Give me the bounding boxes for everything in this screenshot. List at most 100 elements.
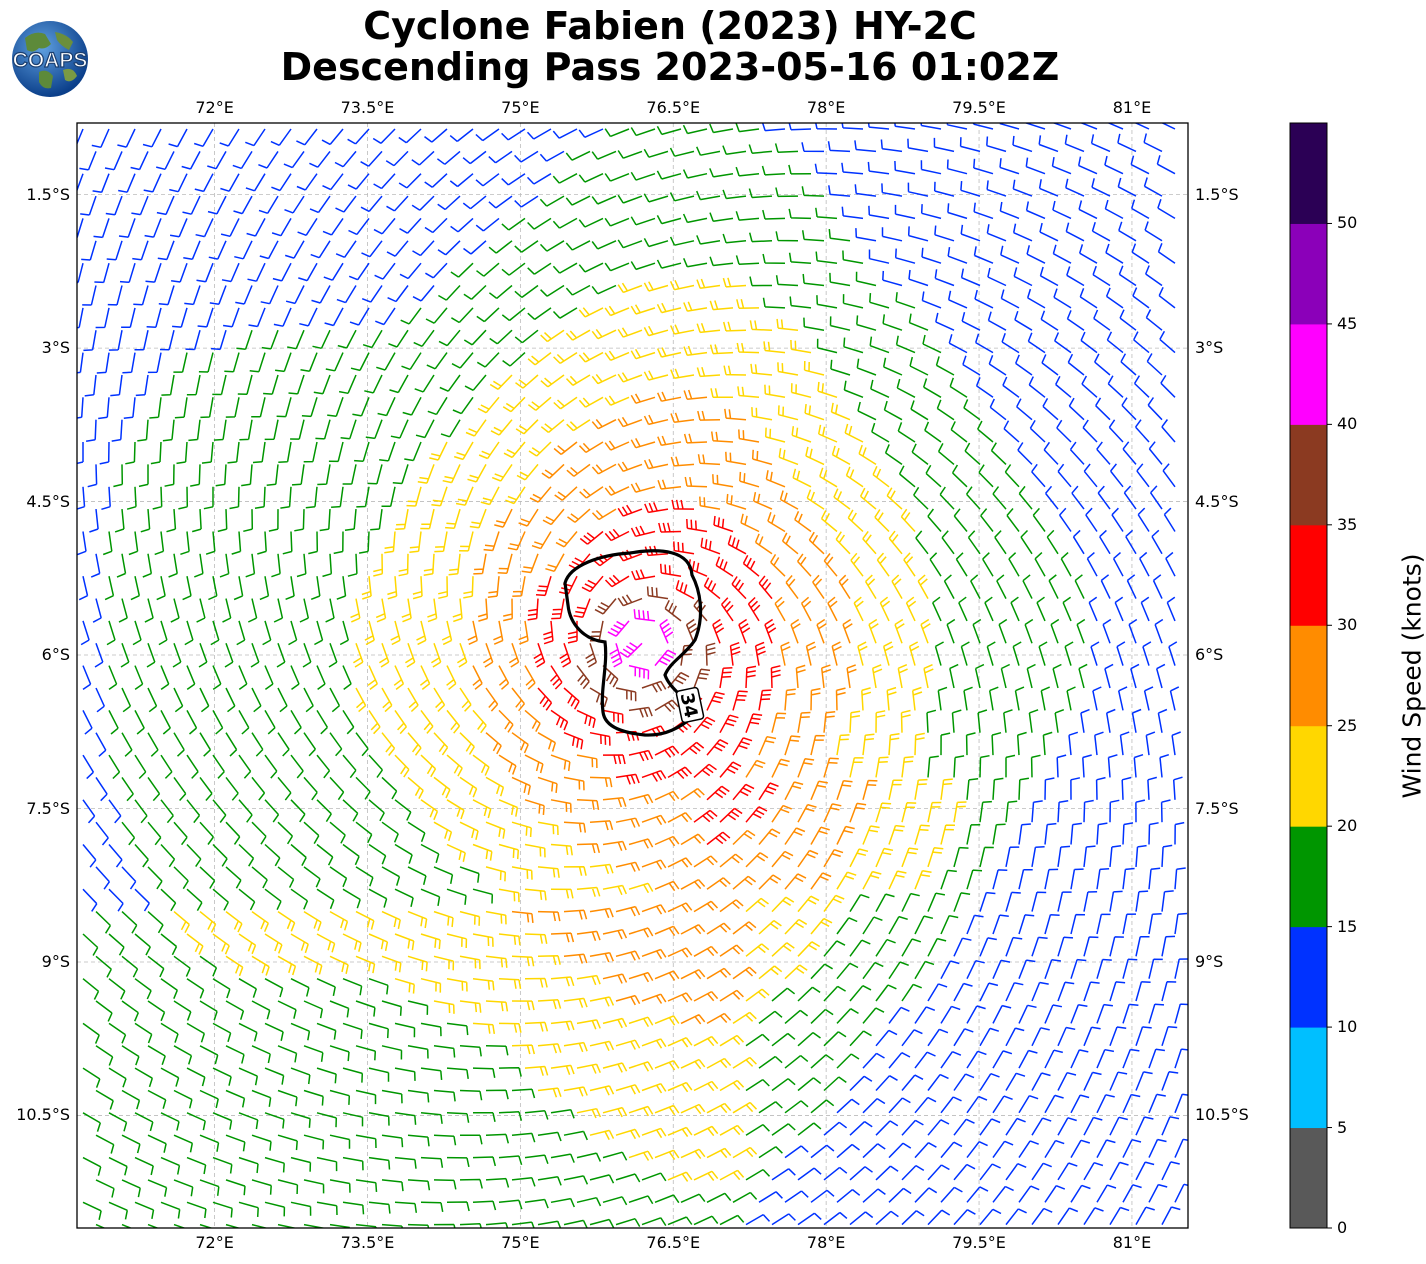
- wind-barb: [1148, 1048, 1165, 1069]
- wind-barb: [442, 464, 461, 484]
- wind-barb: [355, 866, 374, 887]
- wind-barb: [732, 1191, 758, 1203]
- wind-barb: [846, 664, 857, 689]
- wind-barb: [1165, 551, 1176, 577]
- wind-barb: [303, 955, 323, 975]
- wind-barb: [451, 307, 474, 324]
- wind-barb: [433, 1089, 456, 1102]
- wind-barb: [576, 974, 601, 986]
- lon-tick-label-bottom: 73.5°E: [340, 1233, 395, 1252]
- wind-barb: [316, 843, 334, 866]
- wind-barb: [654, 1149, 680, 1160]
- wind-barb: [324, 307, 344, 327]
- wind-barb: [233, 195, 253, 215]
- wind-barb: [771, 896, 795, 913]
- wind-barb: [992, 914, 1009, 935]
- wind-barb: [361, 576, 372, 600]
- wind-barb: [882, 314, 903, 331]
- wind-barb: [901, 938, 922, 957]
- wind-barb: [485, 955, 508, 968]
- wind-barb: [1092, 265, 1111, 287]
- wind-barb: [355, 1089, 377, 1105]
- wind-barb: [314, 620, 324, 646]
- wind-barb: [849, 1030, 872, 1047]
- wind-barb: [686, 518, 708, 533]
- wind-barb: [539, 240, 565, 252]
- wind-barb: [144, 218, 162, 238]
- wind-barb: [108, 665, 118, 691]
- wind-barb: [1122, 822, 1134, 845]
- wind-barb: [119, 262, 136, 284]
- wind-barb: [842, 618, 853, 644]
- wind-barb: [578, 217, 604, 228]
- wind-barb: [1000, 245, 1020, 264]
- wind-barb: [1077, 156, 1098, 175]
- wind-barb: [943, 574, 955, 599]
- wind-barb: [446, 665, 457, 690]
- wind-barb: [862, 530, 877, 555]
- wind-barb: [102, 531, 113, 556]
- wind-barb: [745, 943, 770, 957]
- wind-barb: [855, 228, 877, 242]
- wind-barb: [1109, 1026, 1127, 1047]
- wind-barb: [1108, 419, 1124, 443]
- wind-barb: [771, 1032, 796, 1047]
- wind-barb: [108, 1156, 128, 1176]
- wind-barb: [160, 1022, 179, 1043]
- wind-barb: [121, 732, 133, 757]
- wind-barb: [121, 1134, 141, 1154]
- wind-barb: [334, 150, 357, 168]
- wind-barb: [448, 553, 461, 576]
- wind-barb: [1051, 123, 1072, 130]
- wind-barb: [1056, 419, 1072, 443]
- wind-barb: [198, 352, 214, 373]
- wind-barb: [978, 464, 994, 488]
- wind-barb: [412, 285, 435, 302]
- wind-barb: [134, 1201, 155, 1220]
- wind-barb: [675, 580, 695, 600]
- wind-barb: [628, 1150, 654, 1161]
- wind-barb: [797, 803, 817, 823]
- wind-barb: [212, 1156, 233, 1174]
- wind-barb: [1161, 1206, 1181, 1225]
- wind-barb: [876, 552, 890, 577]
- wind-barb: [836, 780, 853, 801]
- wind-barb: [1018, 1185, 1040, 1203]
- wind-barb: [735, 255, 760, 265]
- wind-barb: [463, 240, 487, 255]
- wind-barb: [236, 620, 246, 646]
- wind-barb: [771, 712, 787, 733]
- wind-barb: [1157, 199, 1176, 220]
- wind-barb: [669, 147, 695, 157]
- wind-barb: [801, 142, 825, 153]
- wind-barb: [693, 1215, 719, 1226]
- wind-barb: [831, 445, 851, 466]
- wind-barb: [709, 300, 734, 311]
- wind-barb: [735, 123, 760, 133]
- wind-barb: [1140, 596, 1150, 622]
- wind-barb: [290, 419, 305, 440]
- wind-barb: [516, 463, 539, 481]
- wind-barb: [953, 755, 965, 778]
- wind-barb: [641, 859, 667, 870]
- wind-barb: [927, 1119, 950, 1136]
- wind-barb: [225, 1000, 245, 1020]
- wind-barb: [578, 441, 604, 454]
- wind-barb: [360, 195, 383, 213]
- colorbar-tick-label: 10: [1337, 1017, 1358, 1037]
- wind-barb: [387, 576, 398, 600]
- wind-barb: [1148, 1003, 1165, 1024]
- wind-barb: [302, 643, 312, 668]
- wind-barb: [1070, 1139, 1091, 1158]
- wind-barb: [89, 509, 99, 533]
- colorbar-segment: [1290, 524, 1327, 626]
- wind-barb: [264, 888, 282, 911]
- wind-barb: [550, 799, 572, 813]
- wind-barb: [537, 687, 553, 711]
- wind-barb: [784, 1190, 809, 1203]
- wind-barb: [1031, 981, 1049, 1002]
- wind-barb: [394, 933, 415, 951]
- wind-barb: [732, 1056, 757, 1069]
- logo-text: COAPS: [13, 49, 88, 72]
- wind-barb: [251, 821, 267, 845]
